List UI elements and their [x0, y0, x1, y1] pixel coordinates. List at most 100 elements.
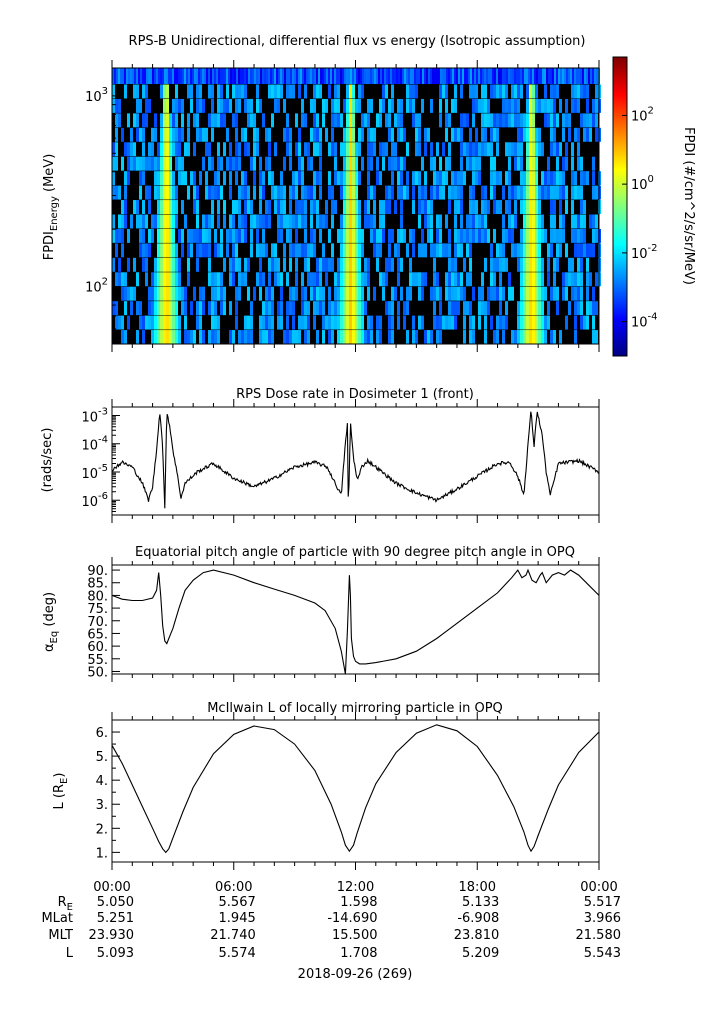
heatmap-cell	[229, 272, 232, 287]
heatmap-cell	[340, 171, 343, 186]
colorbar-cell	[613, 273, 627, 275]
heatmap-cell	[556, 185, 559, 200]
heatmap-band-cell	[512, 68, 514, 84]
colorbar-cell	[613, 320, 627, 322]
heatmap-cell	[553, 272, 556, 287]
heatmap-band-cell	[544, 68, 546, 84]
heatmap-cell	[406, 330, 409, 344]
heatmap-cell	[550, 214, 553, 229]
heatmap-band-cell	[592, 68, 594, 84]
heatmap-cell	[463, 257, 466, 272]
heatmap-cell	[520, 84, 523, 99]
heatmap-cell	[499, 301, 502, 316]
heatmap-cell	[214, 228, 217, 243]
colorbar-cell	[613, 235, 627, 237]
heatmap-cell	[316, 286, 319, 301]
heatmap-cell	[529, 257, 532, 272]
colorbar-cell	[613, 107, 627, 109]
colorbar-cell	[613, 290, 627, 292]
heatmap-cell	[265, 243, 268, 258]
heatmap-band-cell	[524, 68, 526, 84]
heatmap-cell	[520, 171, 523, 186]
pitch-ytick-label: 90.	[87, 564, 108, 579]
heatmap-cell	[130, 301, 133, 316]
colorbar-cell	[613, 192, 627, 194]
heatmap-cell	[484, 257, 487, 272]
heatmap-cell	[349, 330, 352, 344]
heatmap-cell	[181, 171, 184, 186]
heatmap-cell	[448, 243, 451, 258]
heatmap-band-cell	[458, 68, 460, 84]
heatmap-cell	[484, 330, 487, 344]
heatmap-cell	[160, 113, 163, 128]
colorbar-cell	[613, 100, 627, 102]
heatmap-cell	[349, 228, 352, 243]
colorbar-cell	[613, 76, 627, 78]
pitch-ytick-label: 85.	[87, 577, 108, 592]
heatmap-cell	[157, 185, 160, 200]
heatmap-cell	[592, 156, 595, 171]
heatmap-cell	[379, 200, 382, 214]
heatmap-cell	[535, 200, 538, 214]
heatmap-cell	[322, 330, 325, 344]
heatmap-band-cell	[498, 68, 500, 84]
heatmap-cell	[226, 98, 229, 113]
heatmap-cell	[196, 301, 199, 316]
heatmap-cell	[274, 142, 277, 157]
heatmap-cell	[286, 84, 289, 99]
heatmap-cell	[277, 185, 280, 200]
heatmap-cell	[313, 286, 316, 301]
heatmap-cell	[238, 257, 241, 272]
heatmap-cell	[463, 330, 466, 344]
heatmap-cell	[544, 171, 547, 186]
heatmap-cell	[553, 98, 556, 113]
heatmap-cell	[478, 142, 481, 157]
heatmap-cell	[199, 315, 202, 330]
heatmap-cell	[412, 84, 415, 99]
heatmap-cell	[193, 113, 196, 128]
heatmap-cell	[511, 98, 514, 113]
heatmap-cell	[139, 315, 142, 330]
heatmap-cell	[451, 315, 454, 330]
colorbar-cell	[613, 151, 627, 153]
heatmap-cell	[238, 84, 241, 99]
heatmap-cell	[136, 330, 139, 344]
heatmap-cell	[484, 315, 487, 330]
heatmap-band-cell	[162, 68, 164, 84]
heatmap-cell	[142, 84, 145, 99]
heatmap-cell	[457, 200, 460, 214]
heatmap-cell	[430, 228, 433, 243]
heatmap-cell	[364, 214, 367, 229]
heatmap-cell	[493, 330, 496, 344]
heatmap-cell	[574, 84, 577, 99]
heatmap-cell	[298, 156, 301, 171]
heatmap-cell	[496, 142, 499, 157]
heatmap-cell	[538, 257, 541, 272]
heatmap-band-cell	[546, 68, 548, 84]
heatmap-cell	[202, 286, 205, 301]
heatmap-cell	[355, 272, 358, 287]
heatmap-band-cell	[390, 68, 392, 84]
heatmap-cell	[415, 127, 418, 142]
heatmap-cell	[520, 200, 523, 214]
heatmap-cell	[514, 142, 517, 157]
heatmap-cell	[355, 171, 358, 186]
heatmap-cell	[529, 228, 532, 243]
heatmap-cell	[232, 200, 235, 214]
heatmap-cell	[262, 171, 265, 186]
heatmap-cell	[121, 200, 124, 214]
heatmap-cell	[493, 185, 496, 200]
heatmap-cell	[166, 200, 169, 214]
colorbar-cell	[613, 130, 627, 132]
heatmap-cell	[133, 286, 136, 301]
colorbar-cell	[613, 89, 627, 91]
colorbar-cell	[613, 200, 627, 202]
heatmap-cell	[391, 142, 394, 157]
heatmap-cell	[415, 142, 418, 157]
heatmap-cell	[157, 243, 160, 258]
heatmap-cell	[388, 315, 391, 330]
colorbar-cell	[613, 79, 627, 81]
heatmap-band-cell	[152, 68, 154, 84]
ephemeris-value: 1.598	[340, 895, 377, 910]
heatmap-cell	[298, 214, 301, 229]
